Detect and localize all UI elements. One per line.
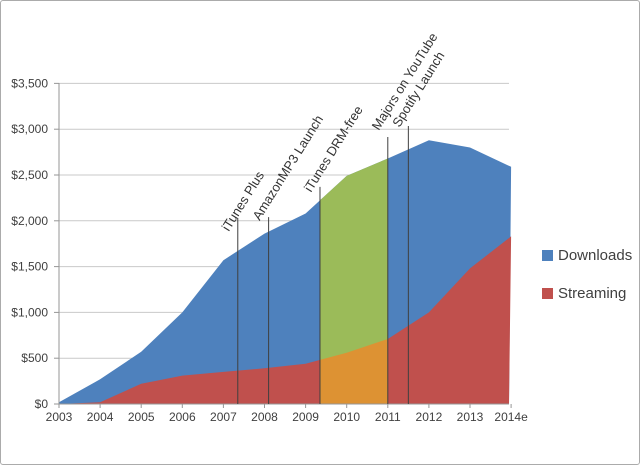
x-tick-label: 2014e <box>494 410 528 424</box>
x-tick-label: 2011 <box>375 410 401 424</box>
streaming-swatch-icon <box>542 288 553 299</box>
legend-label-downloads: Downloads <box>558 247 633 264</box>
x-tick-label: 2013 <box>457 410 484 424</box>
y-tick-label: $0 <box>35 397 49 411</box>
x-tick-label: 2006 <box>169 410 196 424</box>
axis-labels: $0 $500 $1,000 $1,500 $2,000 $2,500 $3,000 $3,5… <box>11 76 48 411</box>
streaming-area-highlight <box>319 339 388 404</box>
x-tick-label: 2010 <box>333 410 360 424</box>
x-tick-label: 2009 <box>292 410 319 424</box>
legend-item-streaming: Streaming <box>542 285 626 302</box>
downloads-area-highlight <box>319 158 388 404</box>
legend-label-streaming: Streaming <box>558 285 627 302</box>
y-tick-label: $1,500 <box>11 260 48 274</box>
x-tick-label: 2004 <box>87 410 114 424</box>
y-tick-label: $3,500 <box>11 76 48 90</box>
y-tick-label: $500 <box>21 351 48 365</box>
y-tick-label: $1,000 <box>11 305 48 319</box>
y-tick-label: $2,000 <box>11 214 48 228</box>
x-tick-label: 2003 <box>46 410 73 424</box>
x-tick-label: 2008 <box>251 410 278 424</box>
y-tick-label: $2,500 <box>11 168 48 182</box>
x-tick-label: 2012 <box>416 410 443 424</box>
y-tick-label: $3,000 <box>11 122 48 136</box>
legend-item-downloads: Downloads <box>542 247 632 264</box>
x-tick-label: 2005 <box>128 410 155 424</box>
x-tick-label: 2007 <box>210 410 237 424</box>
streaming-area <box>59 236 512 404</box>
downloads-swatch-icon <box>542 250 553 261</box>
